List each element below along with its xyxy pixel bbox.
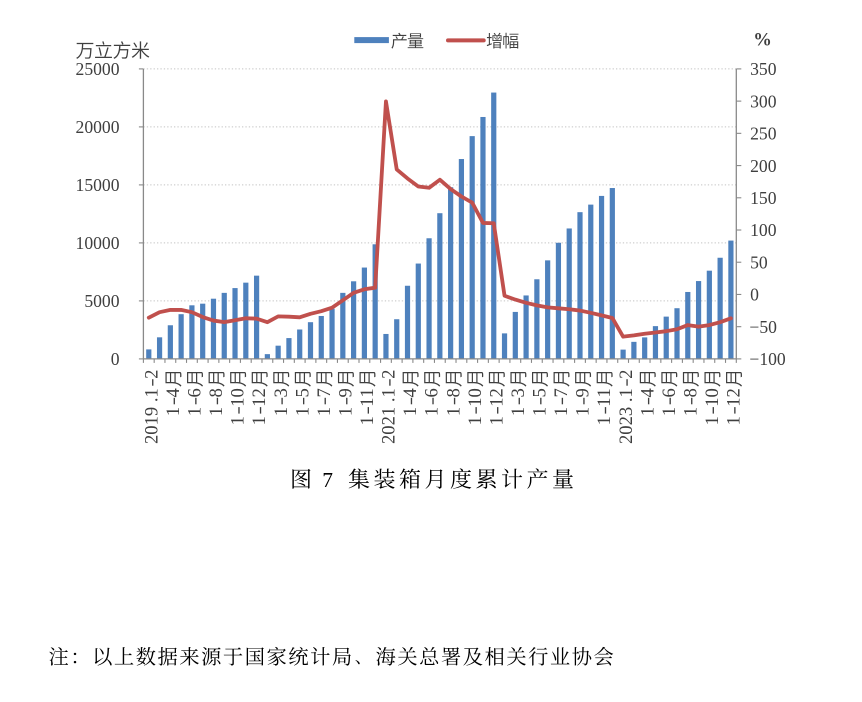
svg-text:1: 1 — [422, 407, 443, 416]
svg-text:1: 1 — [141, 388, 162, 397]
svg-text:7: 7 — [314, 388, 335, 397]
svg-text:2: 2 — [379, 435, 400, 444]
svg-text:20000: 20000 — [76, 117, 120, 137]
svg-text:0: 0 — [616, 425, 637, 434]
svg-text:1: 1 — [637, 407, 658, 416]
svg-text:350: 350 — [750, 59, 777, 79]
svg-text:1: 1 — [271, 407, 292, 416]
svg-text:2: 2 — [724, 388, 745, 397]
svg-text:6: 6 — [422, 388, 443, 397]
svg-text:1: 1 — [228, 416, 249, 425]
svg-text:1: 1 — [659, 407, 680, 416]
svg-text:5: 5 — [292, 388, 313, 397]
svg-text:1: 1 — [486, 416, 507, 425]
svg-text:3: 3 — [271, 388, 292, 397]
svg-text:7: 7 — [551, 388, 572, 397]
svg-text:0: 0 — [228, 388, 249, 397]
svg-text:1: 1 — [594, 398, 615, 407]
svg-text:2: 2 — [616, 435, 637, 444]
svg-text:0: 0 — [379, 425, 400, 434]
svg-text:4: 4 — [637, 388, 658, 397]
svg-text:1: 1 — [680, 407, 701, 416]
svg-text:8: 8 — [443, 388, 464, 397]
svg-text:1: 1 — [357, 416, 378, 425]
svg-text:1: 1 — [163, 407, 184, 416]
svg-text:2: 2 — [141, 370, 162, 379]
svg-text:10000: 10000 — [76, 233, 120, 253]
svg-text:250: 250 — [750, 124, 777, 144]
svg-text:2: 2 — [141, 435, 162, 444]
svg-text:1: 1 — [551, 407, 572, 416]
svg-text:1: 1 — [292, 407, 313, 416]
svg-text:1: 1 — [249, 398, 270, 407]
svg-text:4: 4 — [400, 388, 421, 397]
svg-text:50: 50 — [750, 252, 768, 272]
svg-text:1: 1 — [357, 388, 378, 397]
svg-text:5000: 5000 — [84, 291, 119, 311]
svg-text:1: 1 — [357, 398, 378, 407]
svg-text:1: 1 — [314, 407, 335, 416]
svg-text:15000: 15000 — [76, 175, 120, 195]
svg-text:8: 8 — [680, 388, 701, 397]
svg-text:9: 9 — [335, 388, 356, 397]
svg-text:2: 2 — [616, 370, 637, 379]
svg-text:2: 2 — [379, 416, 400, 425]
svg-text:1: 1 — [702, 416, 723, 425]
svg-text:2: 2 — [249, 388, 270, 397]
svg-text:2: 2 — [379, 370, 400, 379]
svg-text:0: 0 — [750, 285, 759, 305]
svg-text:1: 1 — [185, 407, 206, 416]
svg-text:1: 1 — [508, 407, 529, 416]
svg-text:1: 1 — [228, 398, 249, 407]
svg-text:150: 150 — [750, 188, 777, 208]
svg-text:1: 1 — [702, 398, 723, 407]
svg-text:2: 2 — [616, 416, 637, 425]
svg-text:3: 3 — [508, 388, 529, 397]
svg-text:1: 1 — [724, 398, 745, 407]
svg-text:9: 9 — [573, 388, 594, 397]
svg-text:2: 2 — [486, 388, 507, 397]
svg-text:1: 1 — [573, 407, 594, 416]
svg-text:25000: 25000 — [76, 59, 120, 79]
svg-text:1: 1 — [465, 398, 486, 407]
svg-text:%: % — [753, 29, 772, 50]
svg-text:1: 1 — [379, 407, 400, 416]
svg-text:0: 0 — [141, 425, 162, 434]
svg-text:1: 1 — [249, 416, 270, 425]
svg-text:−100: −100 — [749, 349, 786, 369]
svg-text:1: 1 — [465, 416, 486, 425]
svg-text:1: 1 — [530, 407, 551, 416]
svg-text:4: 4 — [163, 388, 184, 397]
svg-text:1: 1 — [486, 398, 507, 407]
svg-text:1: 1 — [724, 416, 745, 425]
svg-text:1: 1 — [443, 407, 464, 416]
svg-text:.: . — [141, 397, 162, 402]
svg-text:1: 1 — [594, 416, 615, 425]
svg-text:8: 8 — [206, 388, 227, 397]
svg-text:1: 1 — [594, 388, 615, 397]
svg-text:1: 1 — [379, 388, 400, 397]
svg-text:0: 0 — [465, 388, 486, 397]
svg-text:0: 0 — [111, 349, 120, 369]
svg-text:200: 200 — [750, 156, 777, 176]
svg-text:6: 6 — [185, 388, 206, 397]
svg-text:5: 5 — [530, 388, 551, 397]
svg-text:0: 0 — [702, 388, 723, 397]
svg-text:7: 7 — [322, 468, 333, 492]
svg-text:−50: −50 — [749, 317, 777, 337]
svg-text:100: 100 — [750, 220, 777, 240]
svg-text:.: . — [616, 397, 637, 402]
svg-text:6: 6 — [659, 388, 680, 397]
svg-text:1: 1 — [335, 407, 356, 416]
svg-text:1: 1 — [141, 416, 162, 425]
svg-text:1: 1 — [206, 407, 227, 416]
svg-text:.: . — [379, 397, 400, 402]
svg-text:9: 9 — [141, 407, 162, 416]
svg-text:300: 300 — [750, 91, 777, 111]
svg-text:3: 3 — [616, 407, 637, 416]
svg-text:1: 1 — [616, 388, 637, 397]
svg-text:1: 1 — [400, 407, 421, 416]
